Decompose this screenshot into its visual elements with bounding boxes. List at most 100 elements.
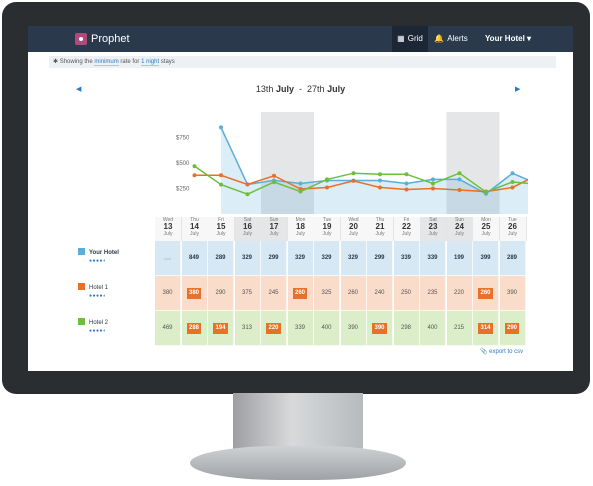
monitor-stand-base xyxy=(190,446,406,480)
data-point[interactable] xyxy=(219,182,223,187)
rate-cell[interactable]: 260 xyxy=(340,276,367,311)
rate-cell[interactable]: 199 xyxy=(446,241,473,276)
hotel-menu-button[interactable]: Your Hotel ▾ xyxy=(482,26,534,52)
nav-alerts-button[interactable]: 🔔 Alerts xyxy=(432,26,470,52)
start-month: July xyxy=(275,84,294,94)
checkbox-icon[interactable] xyxy=(78,283,85,290)
data-point[interactable] xyxy=(510,171,515,176)
rate-cell[interactable]: 329 xyxy=(314,241,340,276)
end-month: July xyxy=(327,84,346,94)
rating-stars: ●●●●◐ xyxy=(89,258,107,265)
data-point[interactable] xyxy=(325,185,329,190)
app-screen: Prophet ▦ Grid 🔔 Alerts Your Hotel ▾ ✱ Sho… xyxy=(28,26,573,371)
rate-cell[interactable]: 469 xyxy=(155,311,181,346)
rate-cell[interactable]: 298 xyxy=(393,311,420,346)
data-point[interactable] xyxy=(510,179,515,184)
rate-cell[interactable]: 289 xyxy=(208,241,234,276)
nav-grid-button[interactable]: ▦ Grid xyxy=(392,26,428,52)
previous-arrow-icon[interactable]: ◀ xyxy=(76,86,82,93)
data-point[interactable] xyxy=(245,182,250,187)
rate-cell[interactable]: 339 xyxy=(287,311,314,346)
rate-cell[interactable]: 260 xyxy=(287,276,314,311)
rate-cell[interactable]: 235 xyxy=(420,276,446,311)
data-point[interactable] xyxy=(484,190,488,195)
hotel-row-label[interactable]: Hotel 2 ●●●●◐ xyxy=(78,318,155,334)
rate-cell[interactable]: 288 xyxy=(181,311,208,346)
rate-cell[interactable]: 260 xyxy=(473,276,499,311)
rate-cell[interactable]: 215 xyxy=(446,311,473,346)
rate-cell[interactable]: 314 xyxy=(473,311,499,346)
data-point[interactable] xyxy=(192,173,197,178)
rate-type-dropdown[interactable]: minimum xyxy=(94,59,119,66)
next-arrow-icon[interactable]: ▶ xyxy=(515,86,521,93)
data-point[interactable] xyxy=(404,181,409,186)
nights-dropdown[interactable]: 1 night xyxy=(141,59,160,66)
bell-icon: 🔔 xyxy=(434,34,445,43)
data-point[interactable] xyxy=(457,177,462,182)
y-tick-label: $250 xyxy=(176,187,190,193)
rate-cell[interactable]: 194 xyxy=(208,311,234,346)
data-point[interactable] xyxy=(431,186,435,191)
rate-cell[interactable]: 250 xyxy=(393,276,420,311)
rate-cell[interactable]: 380 xyxy=(155,276,181,311)
data-point[interactable] xyxy=(351,178,356,183)
rate-cell[interactable]: 220 xyxy=(261,311,287,346)
rate-cell[interactable]: 329 xyxy=(287,241,314,276)
rate-cell[interactable]: 220 xyxy=(446,276,473,311)
data-point[interactable] xyxy=(272,173,276,178)
data-point[interactable] xyxy=(378,178,382,183)
rate-cell[interactable]: 380 xyxy=(181,276,208,311)
data-point[interactable] xyxy=(298,189,303,194)
data-point[interactable] xyxy=(378,185,382,190)
rate-value: 339 xyxy=(294,325,305,331)
export-csv-link[interactable]: 📎 export to csv xyxy=(480,348,523,355)
data-point[interactable] xyxy=(431,181,435,186)
date-column-header: Sat 23 July xyxy=(420,217,447,241)
rate-cell[interactable]: 399 xyxy=(473,241,499,276)
data-point[interactable] xyxy=(351,171,356,176)
data-point[interactable] xyxy=(325,177,329,182)
data-point[interactable] xyxy=(431,177,435,182)
rate-cell[interactable]: 299 xyxy=(261,241,287,276)
data-point[interactable] xyxy=(510,185,515,190)
data-point[interactable] xyxy=(298,181,303,186)
data-point[interactable] xyxy=(457,171,462,176)
data-point[interactable] xyxy=(192,164,197,169)
rate-cell[interactable]: 329 xyxy=(234,241,261,276)
rate-cell[interactable]: 849 xyxy=(181,241,208,276)
data-point[interactable] xyxy=(219,173,223,178)
rate-cell[interactable]: 290 xyxy=(208,276,234,311)
data-point[interactable] xyxy=(272,180,276,185)
rate-value: 390 xyxy=(347,325,358,331)
rate-cell[interactable]: 325 xyxy=(314,276,340,311)
rate-cell[interactable]: 299 xyxy=(367,241,393,276)
data-point[interactable] xyxy=(404,187,409,192)
checkbox-icon[interactable] xyxy=(78,318,85,325)
rate-cell[interactable]: 339 xyxy=(393,241,420,276)
rate-cell[interactable]: 240 xyxy=(367,276,393,311)
rate-cell[interactable]: 313 xyxy=(234,311,261,346)
rate-cell[interactable]: 245 xyxy=(261,276,287,311)
rate-cell[interactable]: 339 xyxy=(420,241,446,276)
rate-cell[interactable]: 289 xyxy=(499,241,526,276)
rate-cell[interactable]: 329 xyxy=(340,241,367,276)
rate-cell[interactable]: sold xyxy=(155,241,181,276)
data-point[interactable] xyxy=(219,125,223,130)
rate-cell[interactable]: 390 xyxy=(340,311,367,346)
checkbox-icon[interactable] xyxy=(78,248,85,255)
data-point[interactable] xyxy=(245,192,250,197)
monitor-stand-neck xyxy=(233,393,363,449)
date-column-header: Sat 16 July xyxy=(234,217,262,241)
data-point[interactable] xyxy=(378,172,382,177)
data-point[interactable] xyxy=(404,172,409,177)
rate-cell[interactable]: 290 xyxy=(499,311,526,346)
rate-cell[interactable]: 390 xyxy=(367,311,393,346)
rate-cell[interactable]: 375 xyxy=(234,276,261,311)
hotel-row-label[interactable]: Your Hotel ●●●●◐ xyxy=(78,248,155,265)
date-column-header: Wed 13 July xyxy=(155,217,182,241)
rate-cell[interactable]: 400 xyxy=(420,311,446,346)
rate-cell[interactable]: 390 xyxy=(499,276,526,311)
rate-cell[interactable]: 400 xyxy=(314,311,340,346)
hotel-row-label[interactable]: Hotel 1 ●●●●◐ xyxy=(78,283,155,299)
data-point[interactable] xyxy=(457,188,462,193)
